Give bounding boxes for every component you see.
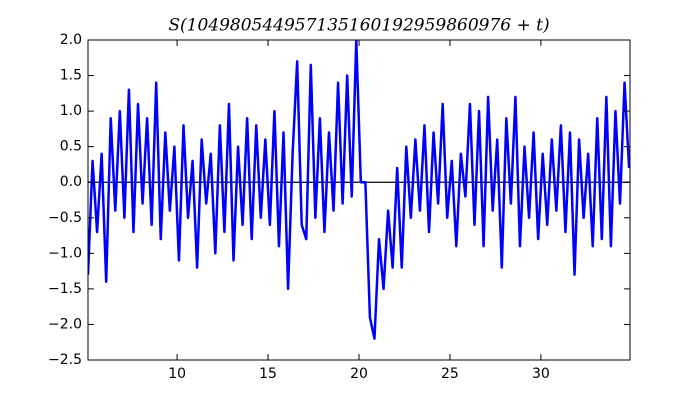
x-tick-label: 10 bbox=[168, 366, 186, 382]
y-tick-label: −2.5 bbox=[48, 352, 82, 368]
x-tick-label: 30 bbox=[532, 366, 550, 382]
data-line bbox=[88, 40, 630, 340]
x-tick-label: 15 bbox=[259, 366, 277, 382]
y-tick-label: 1.5 bbox=[60, 68, 82, 84]
y-tick-label: 1.0 bbox=[60, 103, 82, 119]
y-tick-label: 2.0 bbox=[60, 32, 82, 48]
y-tick-label: −0.5 bbox=[48, 210, 82, 226]
x-tick-label: 25 bbox=[441, 366, 459, 382]
chart-title: S(104980544957135160192959860976 + t) bbox=[168, 16, 549, 36]
y-tick-label: 0.0 bbox=[60, 174, 82, 190]
y-tick-label: −1.5 bbox=[48, 281, 82, 297]
y-tick-label: −1.0 bbox=[48, 245, 82, 261]
y-tick-label: 0.5 bbox=[60, 139, 82, 155]
x-tick-label: 20 bbox=[350, 366, 368, 382]
y-tick-label: −2.0 bbox=[48, 316, 82, 332]
